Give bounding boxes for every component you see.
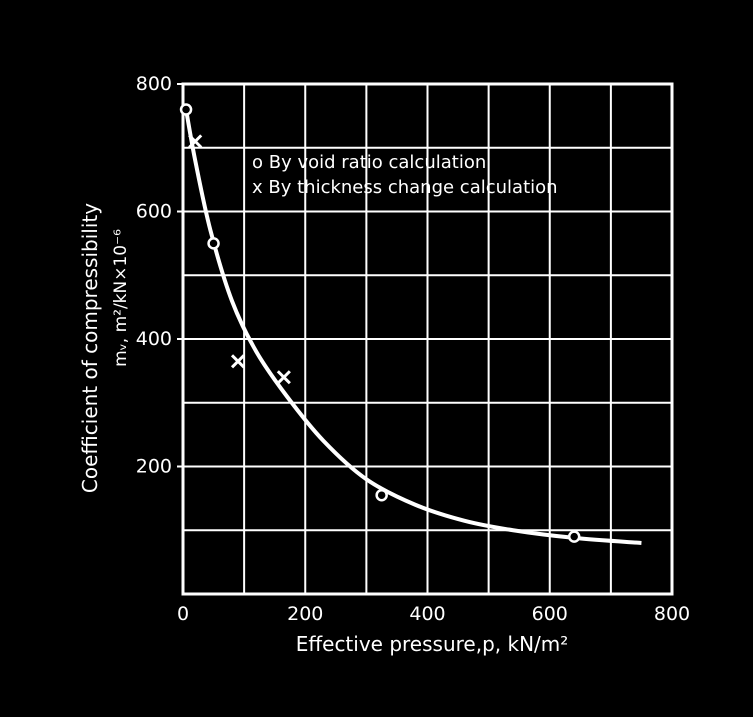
x-tick-label: 0 [177, 603, 189, 625]
y-tick-label: 600 [136, 201, 172, 223]
y-axis-label-line1: Coefficient of compressibility [78, 203, 102, 493]
x-tick-label: 800 [654, 603, 690, 625]
data-point-cross [276, 370, 291, 385]
y-tick-label: 200 [136, 456, 172, 478]
data-point-circle [179, 103, 193, 116]
data-point-circle [207, 237, 220, 250]
data-point-cross [230, 354, 246, 369]
legend-entry-thickness-change: x By thickness change calculation [252, 177, 558, 198]
y-axis-label-line2: mᵥ, m²/kN×10⁻⁶ [111, 229, 131, 367]
data-point-circle [567, 530, 581, 543]
legend-entry-void-ratio: o By void ratio calculation [252, 152, 486, 173]
data-point-circle [375, 488, 388, 502]
y-tick-label: 800 [136, 73, 172, 95]
x-tick-label: 400 [409, 603, 445, 625]
data-points [179, 103, 581, 543]
cross-stroke [230, 354, 246, 369]
x-axis-ticks: 0 200 400 600 800 [177, 603, 690, 625]
fitted-curve [184, 109, 642, 545]
x-axis-label: Effective pressure,p, kN/m² [296, 632, 569, 656]
cross-stroke [276, 370, 291, 385]
x-tick-label: 200 [287, 603, 323, 625]
x-tick-label: 600 [532, 603, 568, 625]
grid [183, 84, 672, 594]
y-axis-ticks: 200 400 600 800 [136, 73, 183, 478]
y-tick-label: 400 [136, 328, 172, 350]
cross-stroke [188, 134, 203, 149]
data-point-cross [188, 134, 203, 149]
legend: o By void ratio calculation x By thickne… [252, 152, 558, 198]
